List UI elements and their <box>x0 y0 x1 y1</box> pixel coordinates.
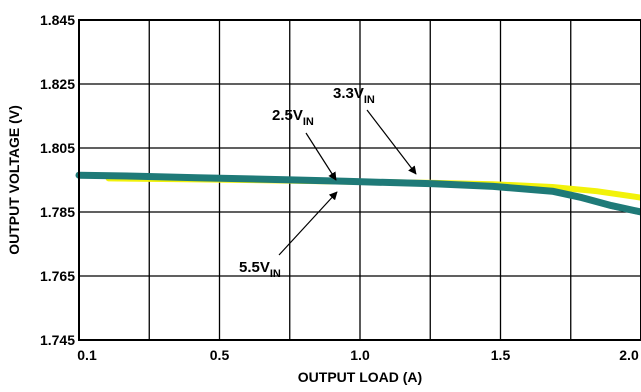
y-tick-label: 1.745 <box>40 332 75 348</box>
annotation-2v5-main: 2.5V <box>272 107 303 124</box>
annotation-3v3-sub: IN <box>364 94 375 106</box>
annotation-3v3: 3.3VIN <box>333 85 375 106</box>
x-tick-labels: 0.1 0.5 1.0 1.5 2.0 <box>77 347 639 363</box>
annotation-5v5-sub: IN <box>270 268 281 280</box>
y-tick-label: 1.825 <box>40 76 75 92</box>
annotation-3v3-arrow <box>366 109 417 175</box>
x-tick-label: 0.5 <box>210 347 230 363</box>
annotation-5v5-main: 5.5V <box>239 259 270 276</box>
annotation-2v5-arrow <box>305 132 337 181</box>
y-tick-label: 1.845 <box>40 12 75 28</box>
x-tick-label: 2.0 <box>619 347 639 363</box>
y-tick-labels: 1.845 1.825 1.805 1.785 1.765 1.745 <box>40 12 75 348</box>
annotation-5v5: 5.5VIN <box>239 259 281 280</box>
x-tick-label: 0.1 <box>77 347 97 363</box>
series-group <box>75 171 641 216</box>
annotation-2v5-sub: IN <box>303 116 314 128</box>
x-axis-label: OUTPUT LOAD (A) <box>298 369 422 385</box>
annotation-3v3-main: 3.3V <box>333 85 364 102</box>
x-tick-label: 1.0 <box>350 347 370 363</box>
series-line <box>77 173 641 216</box>
y-tick-label: 1.765 <box>40 268 75 284</box>
annotation-2v5: 2.5VIN <box>272 107 314 128</box>
plot-frame <box>78 19 641 341</box>
y-tick-label: 1.805 <box>40 140 75 156</box>
annotation-5v5-arrow <box>278 191 338 256</box>
y-axis-label: OUTPUT VOLTAGE (V) <box>6 105 22 255</box>
y-tick-label: 1.785 <box>40 204 75 220</box>
x-tick-label: 1.5 <box>491 347 511 363</box>
